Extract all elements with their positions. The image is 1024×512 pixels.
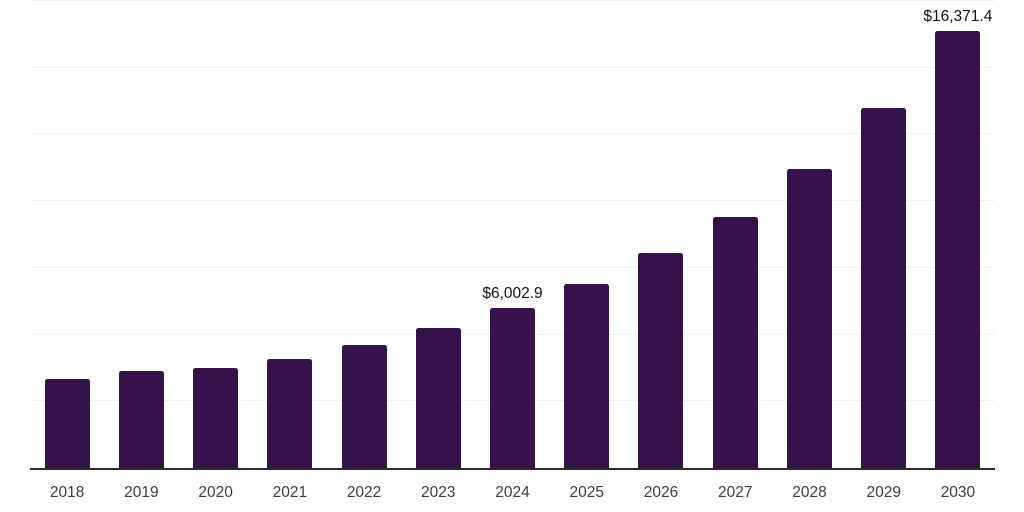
gridline [30, 66, 995, 68]
bar-2026 [638, 253, 684, 468]
x-tick-label-2026: 2026 [643, 484, 679, 501]
bar-value-label-2024: $6,002.9 [482, 284, 543, 302]
x-tick-label-2030: 2030 [940, 484, 976, 501]
x-tick-label-2027: 2027 [717, 484, 753, 501]
gridline [30, 266, 995, 268]
x-tick-label-2020: 2020 [198, 484, 233, 501]
x-tick-label-2021: 2021 [272, 484, 308, 501]
bar-2029 [861, 108, 907, 468]
x-tick-label-2018: 2018 [49, 484, 85, 501]
x-tick-label-2022: 2022 [346, 484, 382, 501]
bar-2024 [490, 307, 535, 468]
x-tick-label-2025: 2025 [569, 484, 604, 501]
bar-2019 [118, 371, 164, 468]
bar-2021 [267, 358, 313, 468]
x-tick-label-2024: 2024 [495, 484, 530, 501]
bar-2025 [564, 283, 610, 468]
bar-2022 [341, 344, 387, 468]
bar-2023 [415, 328, 461, 468]
bar-2018 [44, 379, 90, 468]
bar-2020 [193, 367, 239, 468]
bar-2027 [712, 217, 758, 468]
x-tick-label-2029: 2029 [866, 484, 901, 501]
gridline [30, 200, 995, 202]
x-axis-labels: 2018 2019 2020 2021 2022 2023 2024 2025 2026 2027… [30, 470, 995, 502]
bar-2030 [935, 30, 981, 468]
bar-value-label-2030: $16,371.4 [923, 7, 993, 25]
gridline [30, 0, 995, 1]
bar-2028 [786, 169, 832, 468]
x-tick-label-2028: 2028 [792, 484, 827, 501]
x-tick-label-2019: 2019 [124, 484, 159, 501]
gridline [30, 133, 995, 135]
plot-area: $6,002.9 $16,371.4 [30, 0, 995, 470]
x-tick-label-2023: 2023 [421, 484, 456, 501]
